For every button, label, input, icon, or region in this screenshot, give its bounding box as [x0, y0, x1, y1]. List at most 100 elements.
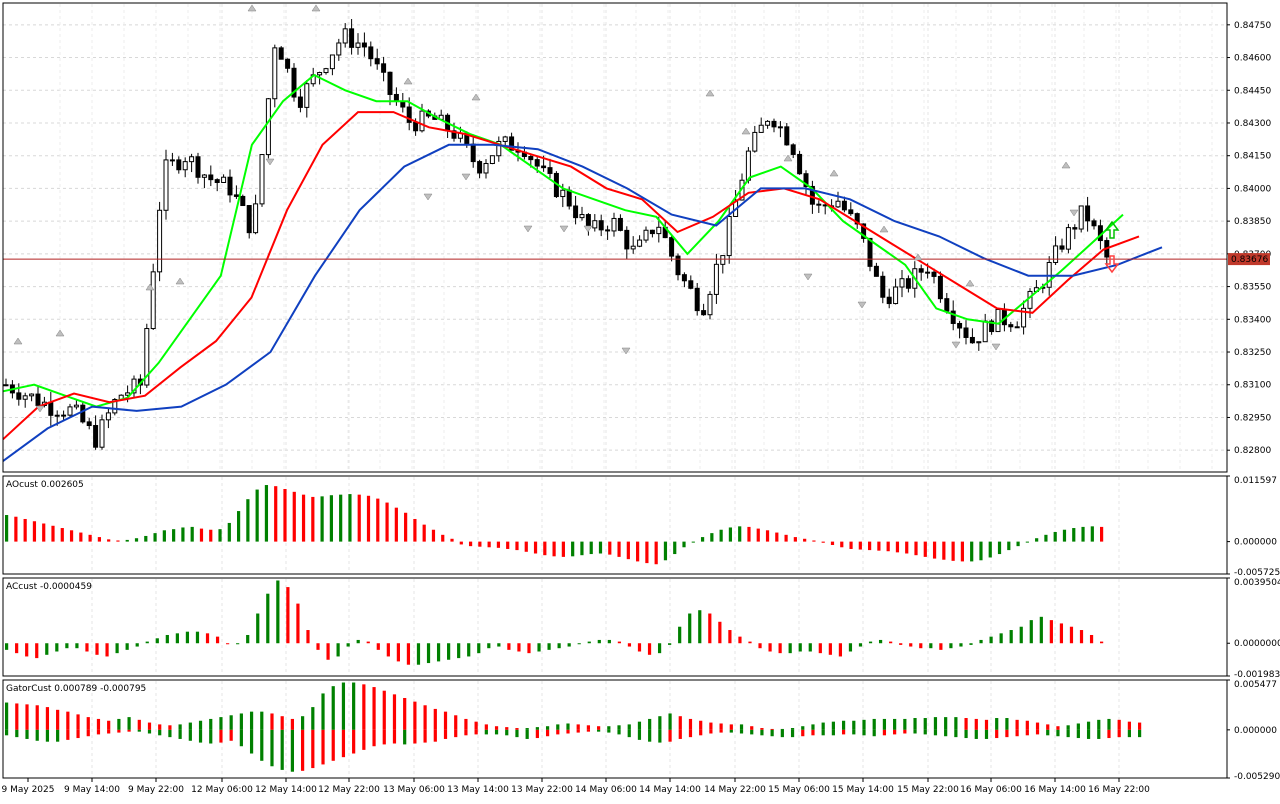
candle-bull[interactable] [489, 155, 495, 165]
candle-bear[interactable] [233, 194, 239, 197]
candle-bull[interactable] [54, 414, 60, 417]
candle-bull[interactable] [1078, 205, 1084, 230]
candle-bull[interactable] [656, 226, 662, 235]
candle-bear[interactable] [797, 153, 803, 175]
candle-bull[interactable] [637, 239, 643, 247]
candle-bear[interactable] [1059, 245, 1065, 250]
candle-bull[interactable] [99, 419, 105, 448]
candle-bear[interactable] [387, 71, 393, 95]
candle-bear[interactable] [1072, 227, 1078, 230]
price-panel[interactable] [2, 4, 1227, 462]
candle-bear[interactable] [86, 421, 92, 427]
candle-bull[interactable] [169, 159, 175, 162]
candle-bear[interactable] [541, 165, 547, 169]
candle-bull[interactable] [163, 159, 169, 211]
candle-bull[interactable] [61, 414, 67, 417]
candle-bear[interactable] [285, 58, 291, 69]
candle-bear[interactable] [509, 136, 515, 151]
candle-bear[interactable] [349, 28, 355, 48]
candle-bear[interactable] [841, 200, 847, 211]
candle-bull[interactable] [976, 341, 982, 344]
candle-bull[interactable] [995, 309, 1001, 333]
candle-bear[interactable] [451, 130, 457, 139]
candle-bear[interactable] [905, 278, 911, 289]
candle-bear[interactable] [477, 161, 483, 174]
candle-bull[interactable] [1053, 245, 1059, 263]
candle-bear[interactable] [1008, 324, 1014, 328]
candle-bull[interactable] [502, 136, 508, 142]
candle-bear[interactable] [669, 237, 675, 257]
candle-bull[interactable] [73, 404, 79, 408]
candle-bear[interactable] [381, 63, 387, 73]
candle-bear[interactable] [918, 268, 924, 273]
candle-bull[interactable] [131, 378, 137, 394]
candle-bull[interactable] [1027, 290, 1033, 309]
candle-bull[interactable] [707, 293, 713, 316]
candle-bear[interactable] [93, 425, 99, 448]
candle-bull[interactable] [182, 161, 188, 171]
candle-bull[interactable] [259, 154, 265, 205]
candle-bull[interactable] [726, 215, 732, 257]
candle-bull[interactable] [112, 398, 118, 414]
candle-bear[interactable] [297, 96, 303, 108]
gator-panel[interactable] [5, 682, 1142, 772]
candle-bear[interactable] [598, 220, 604, 231]
ac-panel[interactable] [5, 580, 1104, 665]
candle-bear[interactable] [963, 327, 969, 338]
candle-bull[interactable] [342, 28, 348, 44]
ao-panel[interactable] [5, 485, 1104, 565]
candle-bear[interactable] [688, 280, 694, 289]
candle-bear[interactable] [675, 255, 681, 276]
candle-bull[interactable] [336, 42, 342, 56]
candle-bull[interactable] [643, 229, 649, 241]
candle-bear[interactable] [803, 173, 809, 187]
candle-bear[interactable] [925, 271, 931, 274]
candle-bull[interactable] [835, 200, 841, 208]
candle-bear[interactable] [771, 120, 777, 128]
candle-bull[interactable] [720, 255, 726, 265]
candle-bear[interactable] [957, 322, 963, 329]
candle-bull[interactable] [630, 245, 636, 250]
candle-bear[interactable] [227, 176, 233, 196]
candle-bull[interactable] [765, 120, 771, 126]
candle-bear[interactable] [931, 271, 937, 277]
candle-bear[interactable] [413, 121, 419, 132]
candle-bull[interactable] [579, 214, 585, 219]
candle-bull[interactable] [752, 131, 758, 152]
candle-bull[interactable] [1021, 307, 1027, 328]
candle-bull[interactable] [419, 110, 425, 132]
candle-bull[interactable] [221, 176, 227, 183]
candle-bull[interactable] [67, 406, 73, 416]
candle-bear[interactable] [406, 106, 412, 123]
candle-bear[interactable] [566, 189, 572, 207]
candle-bull[interactable] [323, 68, 329, 74]
candle-bear[interactable] [361, 42, 367, 48]
candle-bear[interactable] [681, 274, 687, 282]
candle-bear[interactable] [214, 179, 220, 183]
candle-bear[interactable] [989, 320, 995, 333]
candle-bear[interactable] [861, 223, 867, 239]
candle-bull[interactable] [758, 124, 764, 133]
candle-bear[interactable] [35, 393, 41, 406]
candle-bear[interactable] [374, 58, 380, 65]
candle-bull[interactable] [355, 42, 361, 48]
candle-bear[interactable] [701, 310, 707, 316]
candle-bear[interactable] [208, 174, 214, 181]
candle-bear[interactable] [969, 336, 975, 344]
candle-bear[interactable] [176, 159, 182, 171]
candle-bear[interactable] [1091, 220, 1097, 227]
candle-bear[interactable] [784, 126, 790, 146]
candle-bull[interactable] [560, 189, 566, 198]
candle-bull[interactable] [272, 47, 278, 100]
candle-bull[interactable] [1065, 227, 1071, 250]
candle-bull[interactable] [982, 320, 988, 343]
candle-bull[interactable] [592, 220, 598, 229]
candle-bear[interactable] [3, 384, 9, 387]
candle-bear[interactable] [694, 287, 700, 312]
candle-bull[interactable] [29, 393, 35, 397]
candle-bull[interactable] [329, 54, 335, 70]
candle-bull[interactable] [144, 328, 150, 386]
candle-bear[interactable] [867, 237, 873, 267]
